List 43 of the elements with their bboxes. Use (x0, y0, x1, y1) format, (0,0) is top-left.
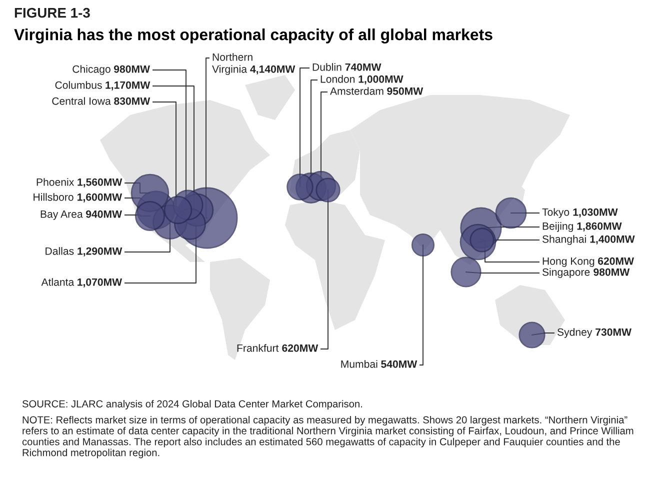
category-label: Bay Area (40, 210, 83, 220)
data-label: 830MW (114, 97, 150, 105)
data-label: 620MW (282, 344, 318, 352)
data-label: 940MW (86, 210, 122, 218)
text: FIGURE 1-3 (14, 8, 90, 18)
category-label: Phoenix (36, 178, 74, 186)
category-label: London (320, 75, 355, 83)
data-label: 980MW (114, 65, 150, 73)
text: NOTE: Reflects market size in terms of operational capacity as measured by megawatts. Shows 20 largest markets. “Northern Virginia” refers to an estimate of data center capacity in the traditional Northern Virginia market consisting of Fairfax, Loudoun, and Prince William counties and Manassas. The report also includes an estimated 560 megawatts of capacity in Culpeper and Fauquier counties and the Richmond metropolitan region. (22, 416, 634, 458)
data-label: 1,000MW (358, 75, 404, 84)
category-label: Dublin (312, 63, 342, 71)
data-label: 740MW (345, 63, 382, 71)
text: Virginia has the most operational capacity of all global markets (14, 28, 492, 44)
data-label: 4,140MW (250, 65, 296, 74)
data-label: 1,600MW (78, 193, 122, 202)
data-label: 1,400MW (590, 235, 635, 244)
category-label: Hillsboro (34, 193, 74, 201)
data-label: 1,560MW (78, 178, 122, 188)
category-label: Sydney (557, 328, 592, 338)
category-label: Hong Kong (542, 257, 594, 267)
category-label: Central Iowa (52, 97, 111, 105)
category-label: Shanghai (542, 235, 586, 245)
data-label: 1,860MW (577, 222, 622, 232)
data-label: 1,290MW (78, 247, 122, 256)
data-label: 730MW (596, 328, 632, 336)
data-label: 620MW (598, 257, 634, 265)
category-label: Singapore (542, 268, 590, 278)
category-label: Columbus (55, 81, 102, 89)
data-label: 1,070MW (78, 278, 122, 288)
category-label: Mumbai (341, 360, 378, 368)
data-label: 1,170MW (106, 81, 150, 90)
category-label: Tokyo (542, 208, 570, 218)
source-note: SOURCE: JLARC analysis of 2024 Global Data Center Market Comparison. (22, 400, 362, 410)
category-label: Atlanta (41, 278, 74, 286)
data-label: 950MW (387, 87, 424, 95)
data-label: 980MW (594, 268, 630, 276)
category-label: Frankfurt (237, 344, 279, 352)
category-label: Dallas (46, 247, 74, 255)
category-label: Amsterdam (330, 87, 384, 95)
data-label: 1,030MW (573, 208, 618, 218)
data-label: 540MW (381, 360, 418, 368)
category-label: Beijing (542, 222, 574, 232)
category-label: Chicago (72, 65, 110, 75)
